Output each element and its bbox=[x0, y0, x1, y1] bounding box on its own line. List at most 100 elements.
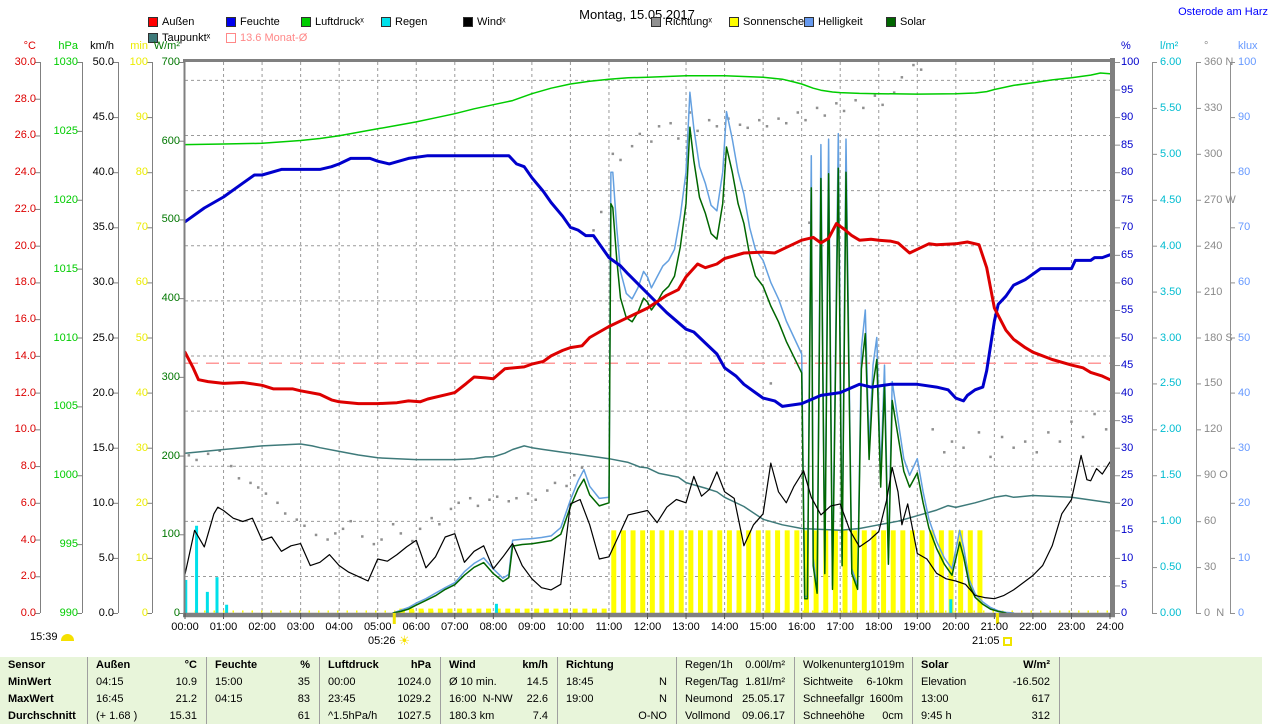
table-cell-value: 35 bbox=[297, 676, 310, 689]
y-tick-label-wm2: 600 bbox=[161, 134, 180, 147]
y-tick-label-min: 40 bbox=[135, 386, 148, 399]
series-sonnenschein-bar bbox=[447, 608, 453, 613]
x-tick-label: 13:00 bbox=[672, 621, 700, 633]
series-sonnenschein-bar bbox=[428, 608, 434, 613]
series-richtung-dot bbox=[206, 452, 210, 456]
series-richtung-dot bbox=[237, 477, 241, 480]
table-cell: Regen/1h 0.00l/m² bbox=[677, 657, 794, 674]
series-richtung-dot bbox=[457, 501, 460, 505]
series-richtung-dot bbox=[430, 516, 433, 520]
series-sonnenschein-bar bbox=[678, 530, 684, 613]
table-column-2: Feuchte% 15:00 35 04:15 83 61 bbox=[207, 657, 320, 724]
x-tick-label: 24:00 bbox=[1096, 621, 1124, 633]
table-cell-label: Ø 10 min. bbox=[449, 676, 497, 689]
y-tick-label-min: 30 bbox=[135, 441, 148, 454]
legend-swatch-wind bbox=[463, 17, 473, 27]
legend-label-richtung: Richtungˣ bbox=[665, 16, 713, 28]
table-cell: 61 bbox=[207, 707, 319, 724]
series-richtung-dot bbox=[600, 210, 603, 214]
y-tick-label-kmh: 15.0 bbox=[92, 441, 114, 454]
y-tick-label-lm2: 0.50 bbox=[1160, 561, 1182, 574]
series-richtung-dot bbox=[218, 449, 221, 453]
series-richtung-dot bbox=[777, 117, 780, 120]
table-column-3: Luftdruck hPa 00:00 1024.0 23:45 1029.2 ^1.5hP… bbox=[320, 657, 441, 724]
sunrise-annotation: 05:26 ☀ bbox=[368, 634, 410, 647]
y-tick-label-degC: 14.0 bbox=[14, 349, 36, 362]
table-cell-value: 14.5 bbox=[526, 676, 548, 689]
series-richtung-dot bbox=[534, 498, 537, 501]
x-tick-label: 11:00 bbox=[595, 621, 623, 633]
x-tick-label: 04:00 bbox=[325, 621, 353, 633]
table-cell: Feuchte% bbox=[207, 657, 319, 674]
series-richtung-dot bbox=[919, 68, 923, 71]
series-richtung-dot bbox=[900, 76, 904, 79]
y-tick-label-deg: 150 bbox=[1204, 377, 1223, 390]
x-tick-label: 07:00 bbox=[441, 621, 469, 633]
series-richtung-dot bbox=[892, 91, 896, 94]
y-tick-label-klux: 10 bbox=[1238, 551, 1251, 564]
legend-swatch-regen bbox=[381, 17, 391, 27]
y-tick-label-klux: 0 bbox=[1238, 607, 1245, 619]
y-tick-label-klux: 60 bbox=[1238, 276, 1251, 289]
table-cell-value: 15.31 bbox=[169, 709, 197, 722]
y-tick-label-klux: 20 bbox=[1238, 496, 1251, 509]
series-richtung-dot bbox=[931, 428, 934, 431]
table-column-7: Wolkenunterg 1019m Sichtweite 6-10km Schneef… bbox=[795, 657, 913, 724]
series-sonnenschein-bar bbox=[572, 608, 578, 613]
table-cell-label: MaxWert bbox=[8, 692, 54, 705]
series-sonnenschein-bar bbox=[640, 530, 646, 613]
y-tick-label-klux: 50 bbox=[1238, 331, 1251, 344]
series-sonnenschein-bar bbox=[466, 608, 472, 613]
series-richtung-dot bbox=[989, 455, 992, 459]
series-richtung-dot bbox=[264, 492, 268, 495]
series-sonnenschein-bar bbox=[669, 530, 675, 613]
table-column-6: Regen/1h 0.00l/m² Regen/Tag 1.81l/m² Neumond… bbox=[677, 657, 795, 724]
table-cell: (+ 1.68 ) 15.31 bbox=[88, 707, 206, 724]
series-richtung-dot bbox=[765, 125, 769, 128]
table-cell-label: 04:15 bbox=[215, 692, 243, 705]
series-sonnenschein-bar bbox=[534, 608, 540, 613]
legend-swatch-richtung bbox=[651, 17, 661, 27]
x-tick-label: 16:00 bbox=[787, 621, 816, 633]
y-tick-label-degC: 6.0 bbox=[20, 496, 36, 509]
series-richtung-dot bbox=[256, 486, 260, 489]
y-tick-label-min: 60 bbox=[135, 276, 148, 289]
series-sonnenschein-bar bbox=[620, 530, 626, 613]
table-column-8: Solar W/m² Elevation -16.502 13:00 617 9:45 h 3… bbox=[913, 657, 1060, 724]
series-richtung-dot bbox=[283, 512, 287, 515]
table-cell-label: 16:45 bbox=[96, 692, 124, 705]
table-column-0: Sensor MinWert MaxWert Durchschnitt bbox=[0, 657, 88, 724]
table-cell: ^1.5hPa/h 1027.5 bbox=[320, 707, 440, 724]
series-richtung-dot bbox=[669, 121, 672, 125]
table-cell: 04:15 10.9 bbox=[88, 674, 206, 691]
series-richtung-dot bbox=[476, 504, 480, 508]
table-cell: O-NO bbox=[558, 707, 676, 724]
series-richtung-dot bbox=[873, 94, 877, 97]
series-solar bbox=[392, 126, 1007, 614]
y-tick-label-degC: 8.0 bbox=[20, 460, 36, 473]
table-cell-value: 09.06.17 bbox=[742, 709, 785, 722]
y-tick-label-degC: 2.0 bbox=[20, 570, 36, 583]
table-cell: Regen/Tag 1.81l/m² bbox=[677, 674, 794, 691]
y-tick-label-degC: 28.0 bbox=[14, 92, 36, 105]
y-tick-label-min: 70 bbox=[135, 221, 148, 234]
table-cell-value: 10.9 bbox=[175, 676, 197, 689]
x-tick-label: 05:00 bbox=[363, 621, 392, 633]
y-tick-label-hPa: 1015 bbox=[53, 262, 78, 275]
y-tick-label-pct: 10 bbox=[1121, 551, 1134, 564]
table-cell-label: Sichtweite bbox=[803, 676, 854, 689]
table-cell: 13:00 617 bbox=[913, 691, 1059, 708]
x-tick-label: 09:00 bbox=[518, 621, 546, 633]
y-tick-label-klux: 40 bbox=[1238, 386, 1251, 399]
table-cell-label: Vollmond bbox=[685, 709, 731, 722]
y-tick-label-pct: 20 bbox=[1121, 496, 1134, 509]
y-tick-label-degC: 10.0 bbox=[14, 423, 36, 436]
table-cell: MinWert bbox=[0, 674, 87, 691]
series-sonnenschein-bar bbox=[746, 530, 752, 613]
table-cell-label: Regen/1h bbox=[685, 659, 733, 672]
series-richtung-dot bbox=[276, 501, 279, 505]
y-tick-label-min: 90 bbox=[135, 111, 148, 124]
series-sonnenschein-bar bbox=[553, 608, 559, 613]
series-sonnenschein-bar bbox=[900, 530, 906, 613]
table-cell-label: Richtung bbox=[566, 659, 614, 672]
